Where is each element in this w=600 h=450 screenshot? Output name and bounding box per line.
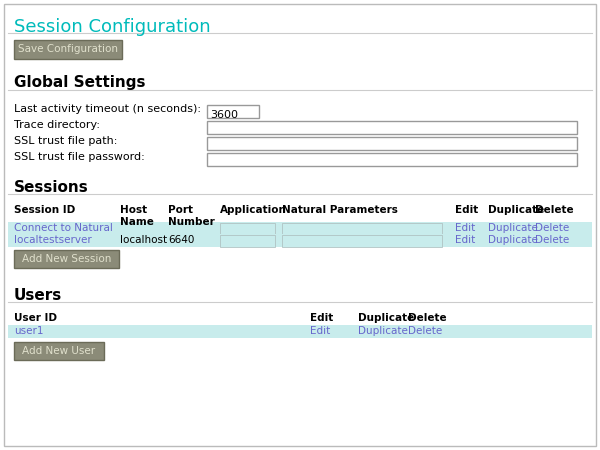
- Text: Edit: Edit: [310, 326, 330, 336]
- Text: SSL trust file password:: SSL trust file password:: [14, 152, 145, 162]
- Bar: [220, 235, 275, 247]
- Text: Edit: Edit: [455, 205, 478, 215]
- Text: 3600: 3600: [210, 110, 238, 120]
- Text: Duplicate: Duplicate: [488, 205, 544, 215]
- Text: Delete: Delete: [535, 235, 569, 245]
- Text: Last activity timeout (n seconds):: Last activity timeout (n seconds):: [14, 104, 201, 114]
- Bar: [8, 222, 592, 235]
- Text: 6640: 6640: [168, 235, 194, 245]
- Bar: [8, 234, 592, 247]
- Text: Add New User: Add New User: [22, 346, 95, 356]
- Bar: [14, 40, 122, 59]
- Text: Add New Session: Add New Session: [22, 254, 111, 264]
- Bar: [207, 105, 259, 118]
- Text: Natural Parameters: Natural Parameters: [282, 205, 398, 215]
- Bar: [220, 223, 275, 235]
- Text: Save Configuration: Save Configuration: [18, 45, 118, 54]
- Text: Host
Name: Host Name: [120, 205, 154, 227]
- Text: Edit: Edit: [455, 223, 475, 233]
- Bar: [8, 325, 592, 338]
- Text: Edit: Edit: [310, 313, 333, 323]
- Text: Duplicate: Duplicate: [358, 313, 414, 323]
- Text: Sessions: Sessions: [14, 180, 89, 195]
- Bar: [282, 235, 442, 247]
- Text: Duplicate: Duplicate: [488, 235, 538, 245]
- Bar: [207, 121, 577, 134]
- Text: Delete: Delete: [408, 326, 442, 336]
- Text: Application: Application: [220, 205, 287, 215]
- Text: Users: Users: [14, 288, 62, 303]
- Text: Delete: Delete: [535, 223, 569, 233]
- Text: Port
Number: Port Number: [168, 205, 215, 227]
- Bar: [207, 137, 577, 150]
- Bar: [207, 153, 577, 166]
- Text: User ID: User ID: [14, 313, 57, 323]
- Text: Edit: Edit: [455, 235, 475, 245]
- Text: Session Configuration: Session Configuration: [14, 18, 211, 36]
- Text: Session ID: Session ID: [14, 205, 75, 215]
- Text: Delete: Delete: [535, 205, 574, 215]
- Text: SSL trust file path:: SSL trust file path:: [14, 136, 118, 146]
- Text: user1: user1: [14, 326, 44, 336]
- Text: Connect to Natural: Connect to Natural: [14, 223, 113, 233]
- Text: Global Settings: Global Settings: [14, 75, 146, 90]
- Text: Delete: Delete: [408, 313, 446, 323]
- Text: Duplicate: Duplicate: [488, 223, 538, 233]
- Text: localhost: localhost: [120, 235, 167, 245]
- Bar: [14, 250, 119, 268]
- Text: localtestserver: localtestserver: [14, 235, 92, 245]
- Text: Duplicate: Duplicate: [358, 326, 408, 336]
- Text: Trace directory:: Trace directory:: [14, 120, 100, 130]
- Bar: [282, 223, 442, 235]
- Bar: [14, 342, 104, 360]
